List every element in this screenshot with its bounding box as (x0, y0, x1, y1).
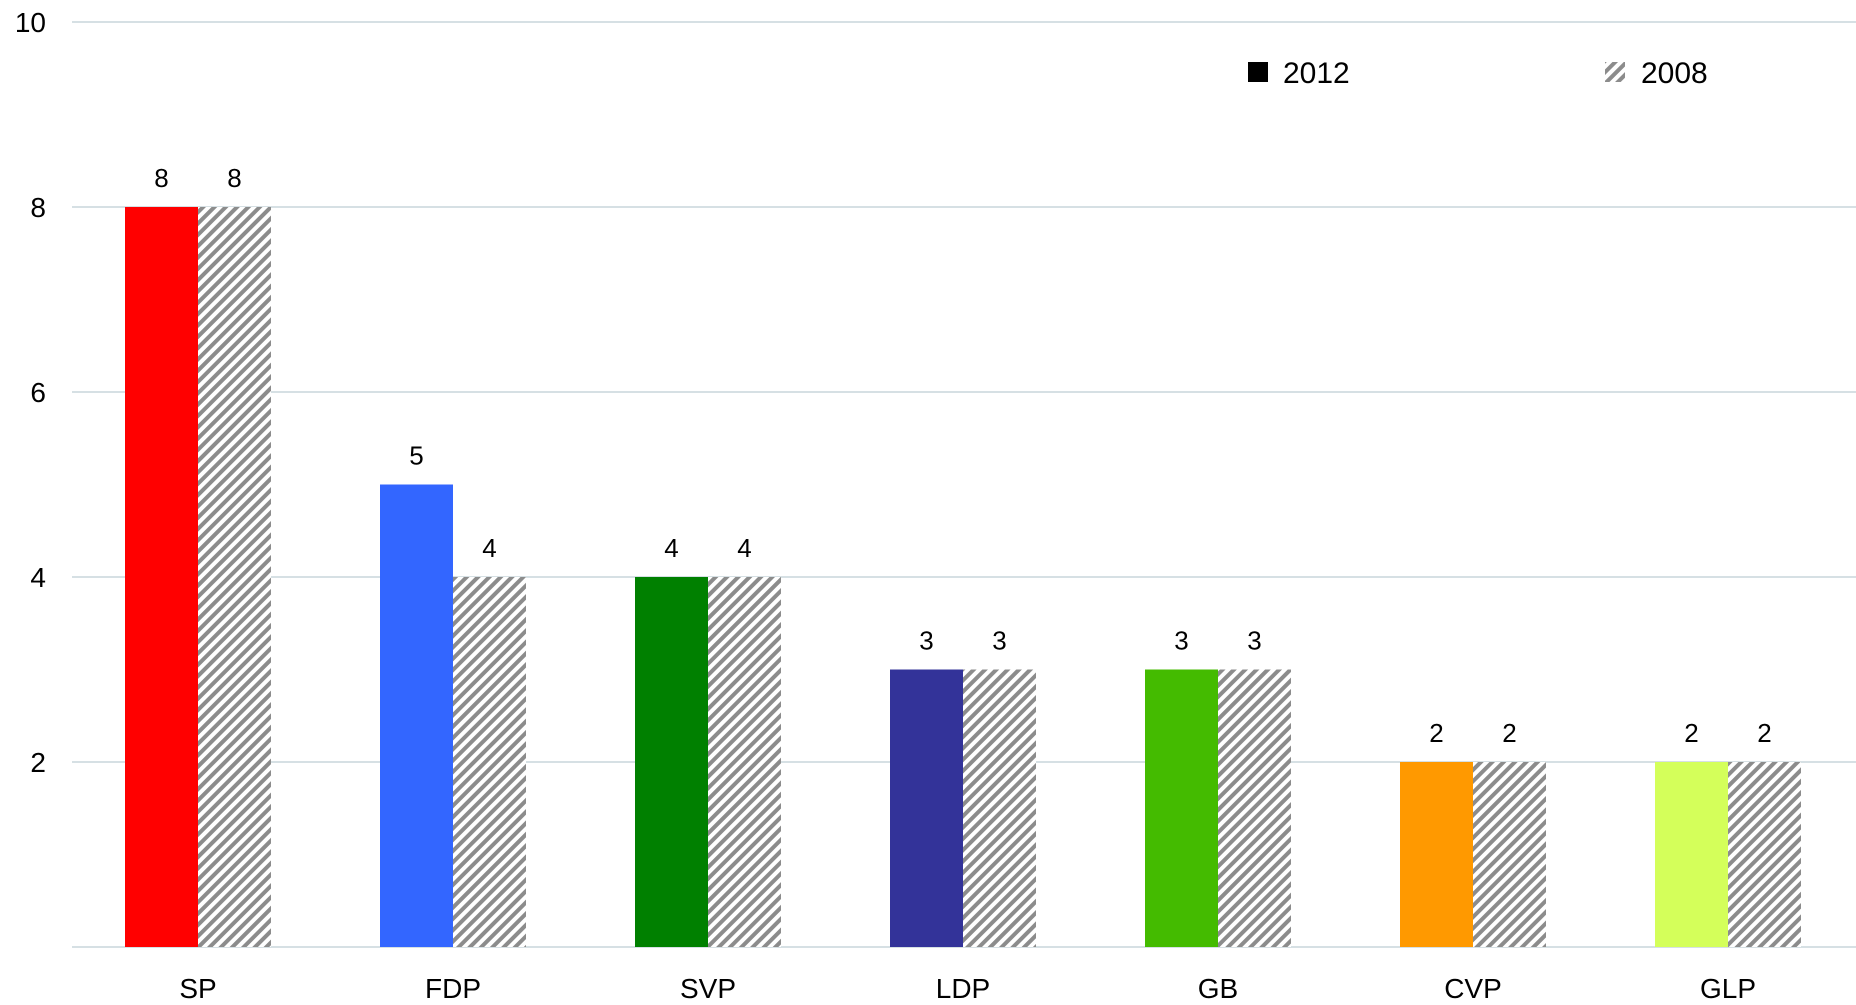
y-tick-label-6: 6 (30, 377, 46, 408)
data-label-2012-GB: 3 (1174, 626, 1188, 656)
category-label-SP: SP (179, 973, 216, 1004)
data-label-2008-SP: 8 (227, 163, 241, 193)
category-label-FDP: FDP (425, 973, 481, 1004)
category-labels: SP FDP SVP LDP GB CVP GLP (179, 973, 1756, 1004)
legend-swatch-2012 (1248, 62, 1268, 82)
bar-2008-SP (198, 207, 271, 947)
data-label-2008-SVP: 4 (737, 533, 751, 563)
data-label-2008-CVP: 2 (1502, 718, 1516, 748)
data-label-2012-FDP: 5 (409, 441, 423, 471)
data-labels: 8 8 5 4 4 4 3 3 3 3 2 2 2 2 (154, 163, 1771, 748)
data-label-2008-GLP: 2 (1757, 718, 1771, 748)
bar-2012-LDP (890, 669, 963, 947)
data-label-2012-SVP: 4 (664, 533, 678, 563)
y-tick-label-10: 10 (15, 7, 46, 38)
bar-2008-SVP (708, 577, 781, 947)
legend-label-2012: 2012 (1283, 57, 1350, 90)
bar-2008-FDP (453, 577, 526, 947)
y-tick-label-2: 2 (30, 747, 46, 778)
y-axis-ticks: 2 4 6 8 10 (15, 7, 46, 778)
data-label-2012-SP: 8 (154, 163, 168, 193)
data-label-2008-FDP: 4 (482, 533, 496, 563)
bars (125, 207, 1801, 947)
data-label-2008-GB: 3 (1247, 626, 1261, 656)
y-tick-label-4: 4 (30, 562, 46, 593)
category-label-CVP: CVP (1444, 973, 1502, 1004)
bar-2012-GB (1145, 669, 1218, 947)
bar-2012-GLP (1655, 762, 1728, 947)
data-label-2008-LDP: 3 (992, 626, 1006, 656)
data-label-2012-LDP: 3 (919, 626, 933, 656)
category-label-LDP: LDP (936, 973, 990, 1004)
bar-2008-GLP (1728, 762, 1801, 947)
bar-2012-FDP (380, 484, 453, 947)
bar-2012-SVP (635, 577, 708, 947)
bar-2008-CVP (1473, 762, 1546, 947)
data-label-2012-CVP: 2 (1429, 718, 1443, 748)
bar-2012-CVP (1400, 762, 1473, 947)
y-tick-label-8: 8 (30, 192, 46, 223)
data-label-2012-GLP: 2 (1684, 718, 1698, 748)
bar-2012-SP (125, 207, 198, 947)
legend: 2012 2008 (1248, 57, 1708, 90)
gridlines (72, 21, 1856, 948)
category-label-GB: GB (1198, 973, 1238, 1004)
category-label-SVP: SVP (680, 973, 736, 1004)
legend-swatch-2008 (1605, 62, 1625, 82)
bar-2008-LDP (963, 669, 1036, 947)
legend-label-2008: 2008 (1641, 57, 1708, 90)
category-label-GLP: GLP (1700, 973, 1756, 1004)
bar-2008-GB (1218, 669, 1291, 947)
